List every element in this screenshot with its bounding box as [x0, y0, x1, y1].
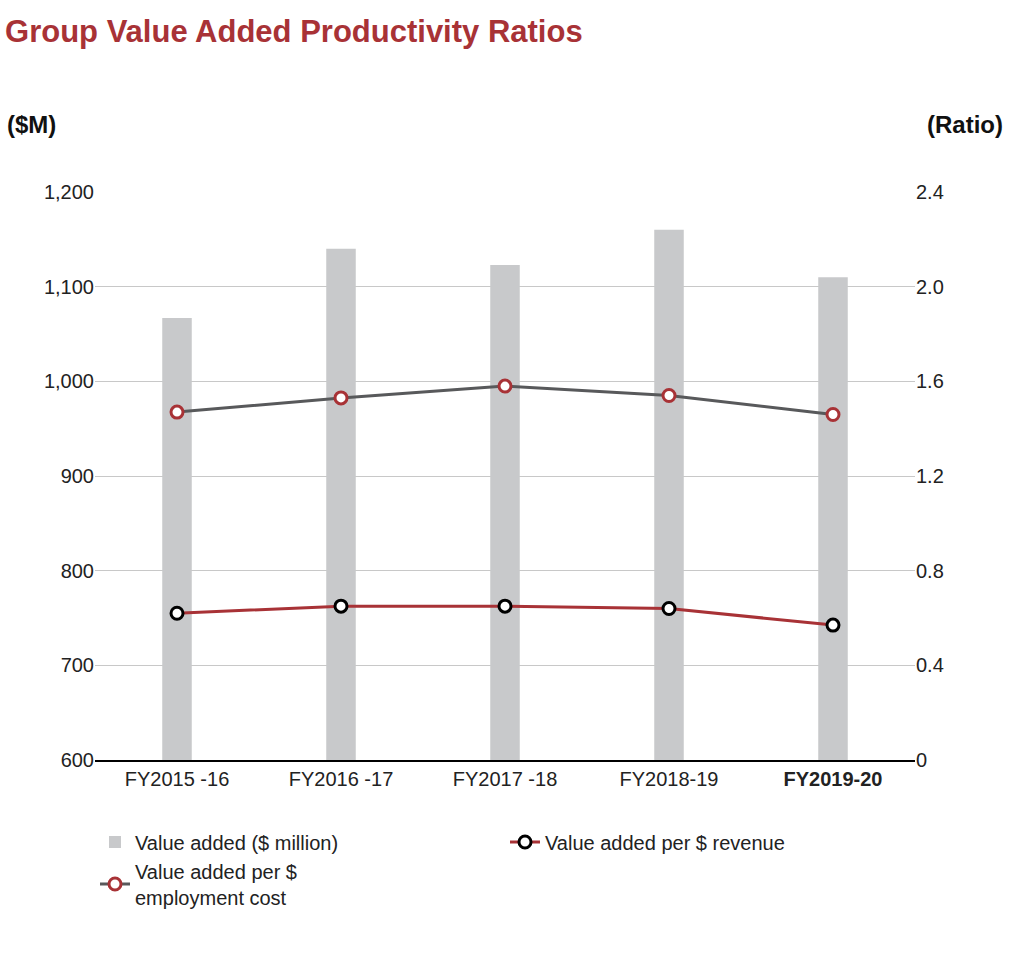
svg-text:FY2015 -16: FY2015 -16 — [125, 768, 230, 790]
svg-text:Value added ($ million): Value added ($ million) — [135, 832, 338, 854]
svg-text:0.8: 0.8 — [916, 560, 944, 582]
svg-text:700: 700 — [61, 654, 94, 676]
svg-text:1.6: 1.6 — [916, 370, 944, 392]
svg-text:(Ratio): (Ratio) — [927, 111, 1003, 138]
svg-text:2.4: 2.4 — [916, 181, 944, 203]
svg-text:0.4: 0.4 — [916, 654, 944, 676]
svg-text:FY2016 -17: FY2016 -17 — [289, 768, 394, 790]
svg-text:Value added per $ revenue: Value added per $ revenue — [545, 832, 785, 854]
svg-text:FY2019-20: FY2019-20 — [784, 768, 883, 790]
svg-text:800: 800 — [61, 560, 94, 582]
svg-text:FY2017 -18: FY2017 -18 — [453, 768, 558, 790]
svg-text:1,200: 1,200 — [44, 181, 94, 203]
svg-text:Value added per $employment co: Value added per $employment cost — [135, 861, 297, 909]
svg-text:2.0: 2.0 — [916, 276, 944, 298]
svg-text:Group Value Added Productivity: Group Value Added Productivity Ratios — [5, 14, 583, 49]
svg-text:1,000: 1,000 — [44, 370, 94, 392]
svg-text:1,100: 1,100 — [44, 276, 94, 298]
svg-text:FY2018-19: FY2018-19 — [620, 768, 719, 790]
svg-text:($M): ($M) — [7, 111, 56, 138]
svg-text:900: 900 — [61, 465, 94, 487]
svg-text:1.2: 1.2 — [916, 465, 944, 487]
svg-text:0: 0 — [916, 749, 927, 771]
svg-text:600: 600 — [61, 749, 94, 771]
